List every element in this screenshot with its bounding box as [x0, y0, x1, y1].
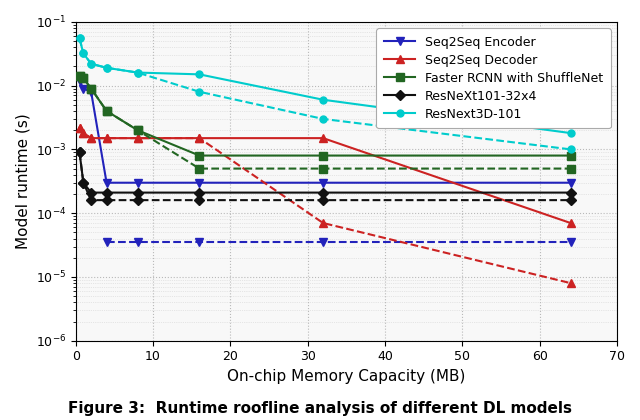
X-axis label: On-chip Memory Capacity (MB): On-chip Memory Capacity (MB) — [227, 369, 465, 384]
Faster RCNN with ShuffleNet — [319, 153, 327, 158]
ResNext3D-101 — [87, 61, 95, 66]
Seq2Seq Encoder — [87, 89, 95, 94]
Seq2Seq Decoder — [79, 131, 87, 136]
Seq2Seq Encoder — [567, 180, 575, 185]
ResNext3D-101 — [567, 131, 575, 136]
ResNeXt101-32x4 — [134, 190, 141, 195]
ResNeXt101-32x4 — [103, 190, 111, 195]
Y-axis label: Model runtime (s): Model runtime (s) — [15, 113, 30, 249]
Faster RCNN with ShuffleNet — [79, 76, 87, 81]
Seq2Seq Decoder — [103, 136, 111, 141]
Line: Seq2Seq Encoder: Seq2Seq Encoder — [76, 76, 575, 187]
ResNext3D-101 — [196, 72, 204, 77]
Seq2Seq Encoder — [319, 180, 327, 185]
ResNext3D-101 — [79, 51, 87, 56]
Legend: Seq2Seq Encoder, Seq2Seq Decoder, Faster RCNN with ShuffleNet, ResNeXt101-32x4, : Seq2Seq Encoder, Seq2Seq Decoder, Faster… — [376, 28, 611, 128]
Seq2Seq Encoder — [76, 78, 83, 83]
Line: Seq2Seq Decoder: Seq2Seq Decoder — [76, 123, 575, 227]
ResNext3D-101 — [76, 36, 83, 41]
ResNeXt101-32x4 — [76, 150, 83, 155]
Seq2Seq Encoder — [196, 180, 204, 185]
Line: Faster RCNN with ShuffleNet: Faster RCNN with ShuffleNet — [76, 72, 575, 160]
ResNeXt101-32x4 — [79, 180, 87, 185]
ResNeXt101-32x4 — [319, 190, 327, 195]
Faster RCNN with ShuffleNet — [134, 128, 141, 133]
Seq2Seq Encoder — [79, 86, 87, 91]
Faster RCNN with ShuffleNet — [76, 74, 83, 79]
Seq2Seq Encoder — [103, 180, 111, 185]
Seq2Seq Decoder — [319, 136, 327, 141]
Seq2Seq Decoder — [87, 136, 95, 141]
Text: Figure 3:  Runtime roofline analysis of different DL models: Figure 3: Runtime roofline analysis of d… — [68, 401, 572, 416]
Line: ResNeXt101-32x4: ResNeXt101-32x4 — [76, 149, 574, 196]
Seq2Seq Decoder — [134, 136, 141, 141]
Seq2Seq Encoder — [134, 180, 141, 185]
Faster RCNN with ShuffleNet — [196, 153, 204, 158]
Faster RCNN with ShuffleNet — [103, 108, 111, 113]
ResNext3D-101 — [134, 70, 141, 75]
ResNext3D-101 — [319, 97, 327, 102]
ResNeXt101-32x4 — [567, 190, 575, 195]
ResNext3D-101 — [103, 65, 111, 70]
ResNeXt101-32x4 — [87, 190, 95, 195]
Seq2Seq Decoder — [196, 136, 204, 141]
Faster RCNN with ShuffleNet — [87, 86, 95, 91]
Seq2Seq Decoder — [567, 220, 575, 226]
Line: ResNext3D-101: ResNext3D-101 — [76, 35, 574, 136]
ResNeXt101-32x4 — [196, 190, 204, 195]
Seq2Seq Decoder — [76, 125, 83, 130]
Faster RCNN with ShuffleNet — [567, 153, 575, 158]
